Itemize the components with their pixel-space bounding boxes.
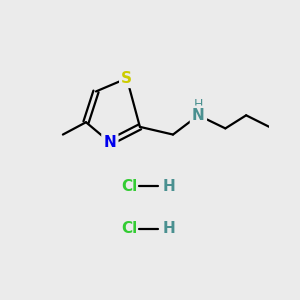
Text: H: H (194, 98, 203, 111)
Text: N: N (103, 135, 116, 150)
Text: N: N (192, 108, 205, 123)
Text: H: H (163, 221, 175, 236)
Text: Cl: Cl (121, 221, 137, 236)
Text: Cl: Cl (121, 178, 137, 194)
Text: H: H (163, 178, 175, 194)
Text: S: S (121, 71, 132, 86)
